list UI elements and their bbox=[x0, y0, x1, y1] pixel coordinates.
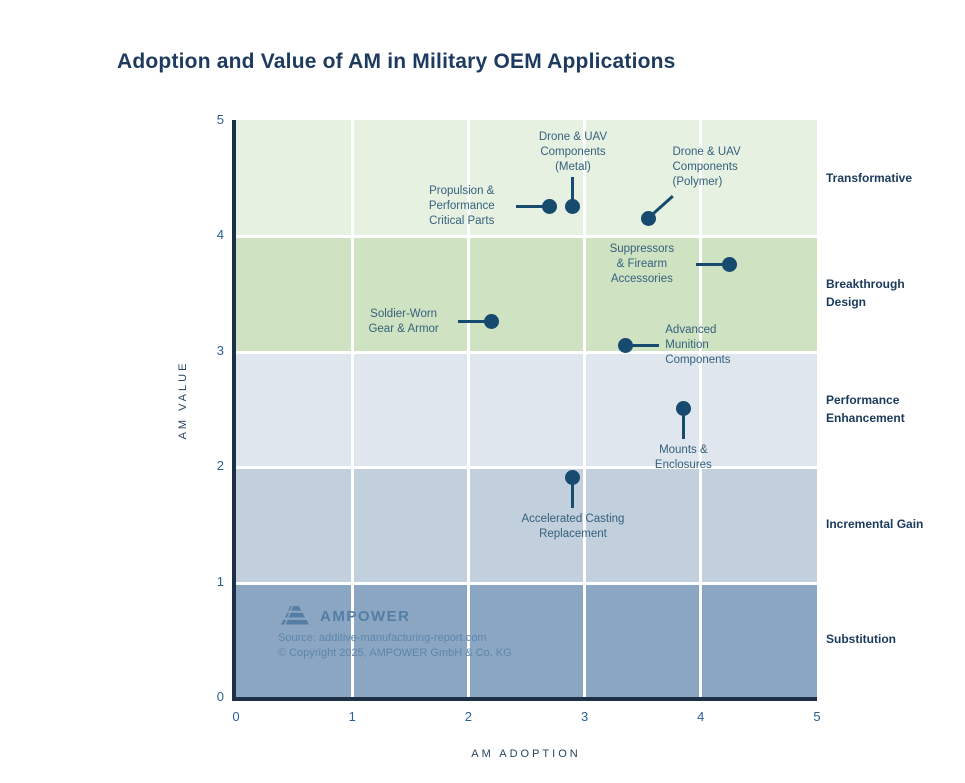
point-connector bbox=[515, 205, 544, 209]
y-tick-label: 4 bbox=[216, 227, 224, 243]
point-label: Mounts & Enclosures bbox=[654, 443, 712, 471]
y-tick-label: 2 bbox=[216, 458, 224, 474]
y-axis-title: AM VALUE bbox=[177, 360, 189, 440]
point-label: Drone & UAV Components (Metal) bbox=[538, 130, 608, 173]
x-tick-label: 4 bbox=[697, 709, 705, 724]
brand-row: AMPOWER bbox=[278, 606, 512, 626]
point-connector bbox=[571, 483, 575, 508]
x-tick-label: 5 bbox=[813, 709, 821, 724]
scatter-point bbox=[617, 337, 633, 353]
scatter-point bbox=[565, 199, 581, 215]
point-label: Accelerated Casting Replacement bbox=[521, 512, 625, 540]
x-tick-label: 3 bbox=[580, 709, 589, 724]
scatter-point bbox=[565, 470, 581, 486]
point-label: Propulsion & Performance Critical Parts bbox=[428, 185, 495, 228]
v-gridline bbox=[466, 120, 470, 697]
point-connector bbox=[457, 320, 486, 324]
v-gridline bbox=[699, 120, 703, 697]
x-axis-title: AM ADOPTION bbox=[471, 748, 581, 760]
y-tick-label: 1 bbox=[216, 573, 224, 589]
x-tick-label: 2 bbox=[464, 709, 472, 724]
v-gridline bbox=[583, 120, 587, 697]
band bbox=[236, 350, 817, 467]
band-label: Breakthrough Design bbox=[826, 277, 905, 310]
y-axis-line bbox=[232, 120, 236, 701]
watermark: AMPOWER Source: additive-manufacturing-r… bbox=[278, 606, 512, 659]
scatter-point bbox=[722, 256, 738, 272]
chart-title: Adoption and Value of AM in Military OEM… bbox=[117, 50, 676, 73]
point-label: Drone & UAV Components (Polymer) bbox=[672, 146, 741, 189]
band-label: Substitution bbox=[826, 632, 896, 647]
point-connector bbox=[695, 262, 724, 266]
point-connector bbox=[681, 414, 685, 439]
brand-name: AMPOWER bbox=[320, 607, 411, 625]
point-label: Advanced Munition Components bbox=[665, 323, 731, 366]
band bbox=[236, 235, 817, 351]
point-connector bbox=[571, 176, 575, 201]
plot-area: 0 1 2 3 4 5 0 1 2 3 4 5 Propulsion & Performance Cr… bbox=[217, 112, 924, 724]
band bbox=[236, 466, 817, 582]
band-label: Transformative bbox=[826, 170, 913, 185]
y-tick-label: 3 bbox=[216, 342, 224, 358]
band bbox=[236, 120, 817, 236]
x-tick-label: 1 bbox=[348, 709, 356, 724]
x-tick-label: 0 bbox=[232, 709, 240, 724]
band bbox=[236, 581, 817, 697]
scatter-point bbox=[641, 210, 656, 226]
scatter-point bbox=[542, 199, 558, 215]
scatter-point bbox=[675, 401, 691, 416]
band-label: Incremental Gain bbox=[826, 516, 924, 531]
scatter-point bbox=[484, 314, 500, 330]
v-gridline bbox=[350, 120, 354, 697]
point-connector bbox=[631, 343, 660, 347]
x-axis-line bbox=[232, 697, 817, 701]
band-label: Performance Enhancement bbox=[826, 392, 905, 425]
watermark-copyright: © Copyright 2025, AMPOWER GmbH & Co. KG bbox=[278, 647, 512, 659]
point-label: Suppressors & Firearm Accessories bbox=[609, 242, 675, 285]
y-tick-label: 5 bbox=[216, 112, 224, 127]
point-label: Soldier-Worn Gear & Armor bbox=[368, 307, 439, 335]
y-tick-label: 0 bbox=[216, 689, 224, 704]
watermark-source: Source: additive-manufacturing-report.co… bbox=[278, 632, 487, 644]
ampower-logo-icon bbox=[281, 606, 309, 625]
